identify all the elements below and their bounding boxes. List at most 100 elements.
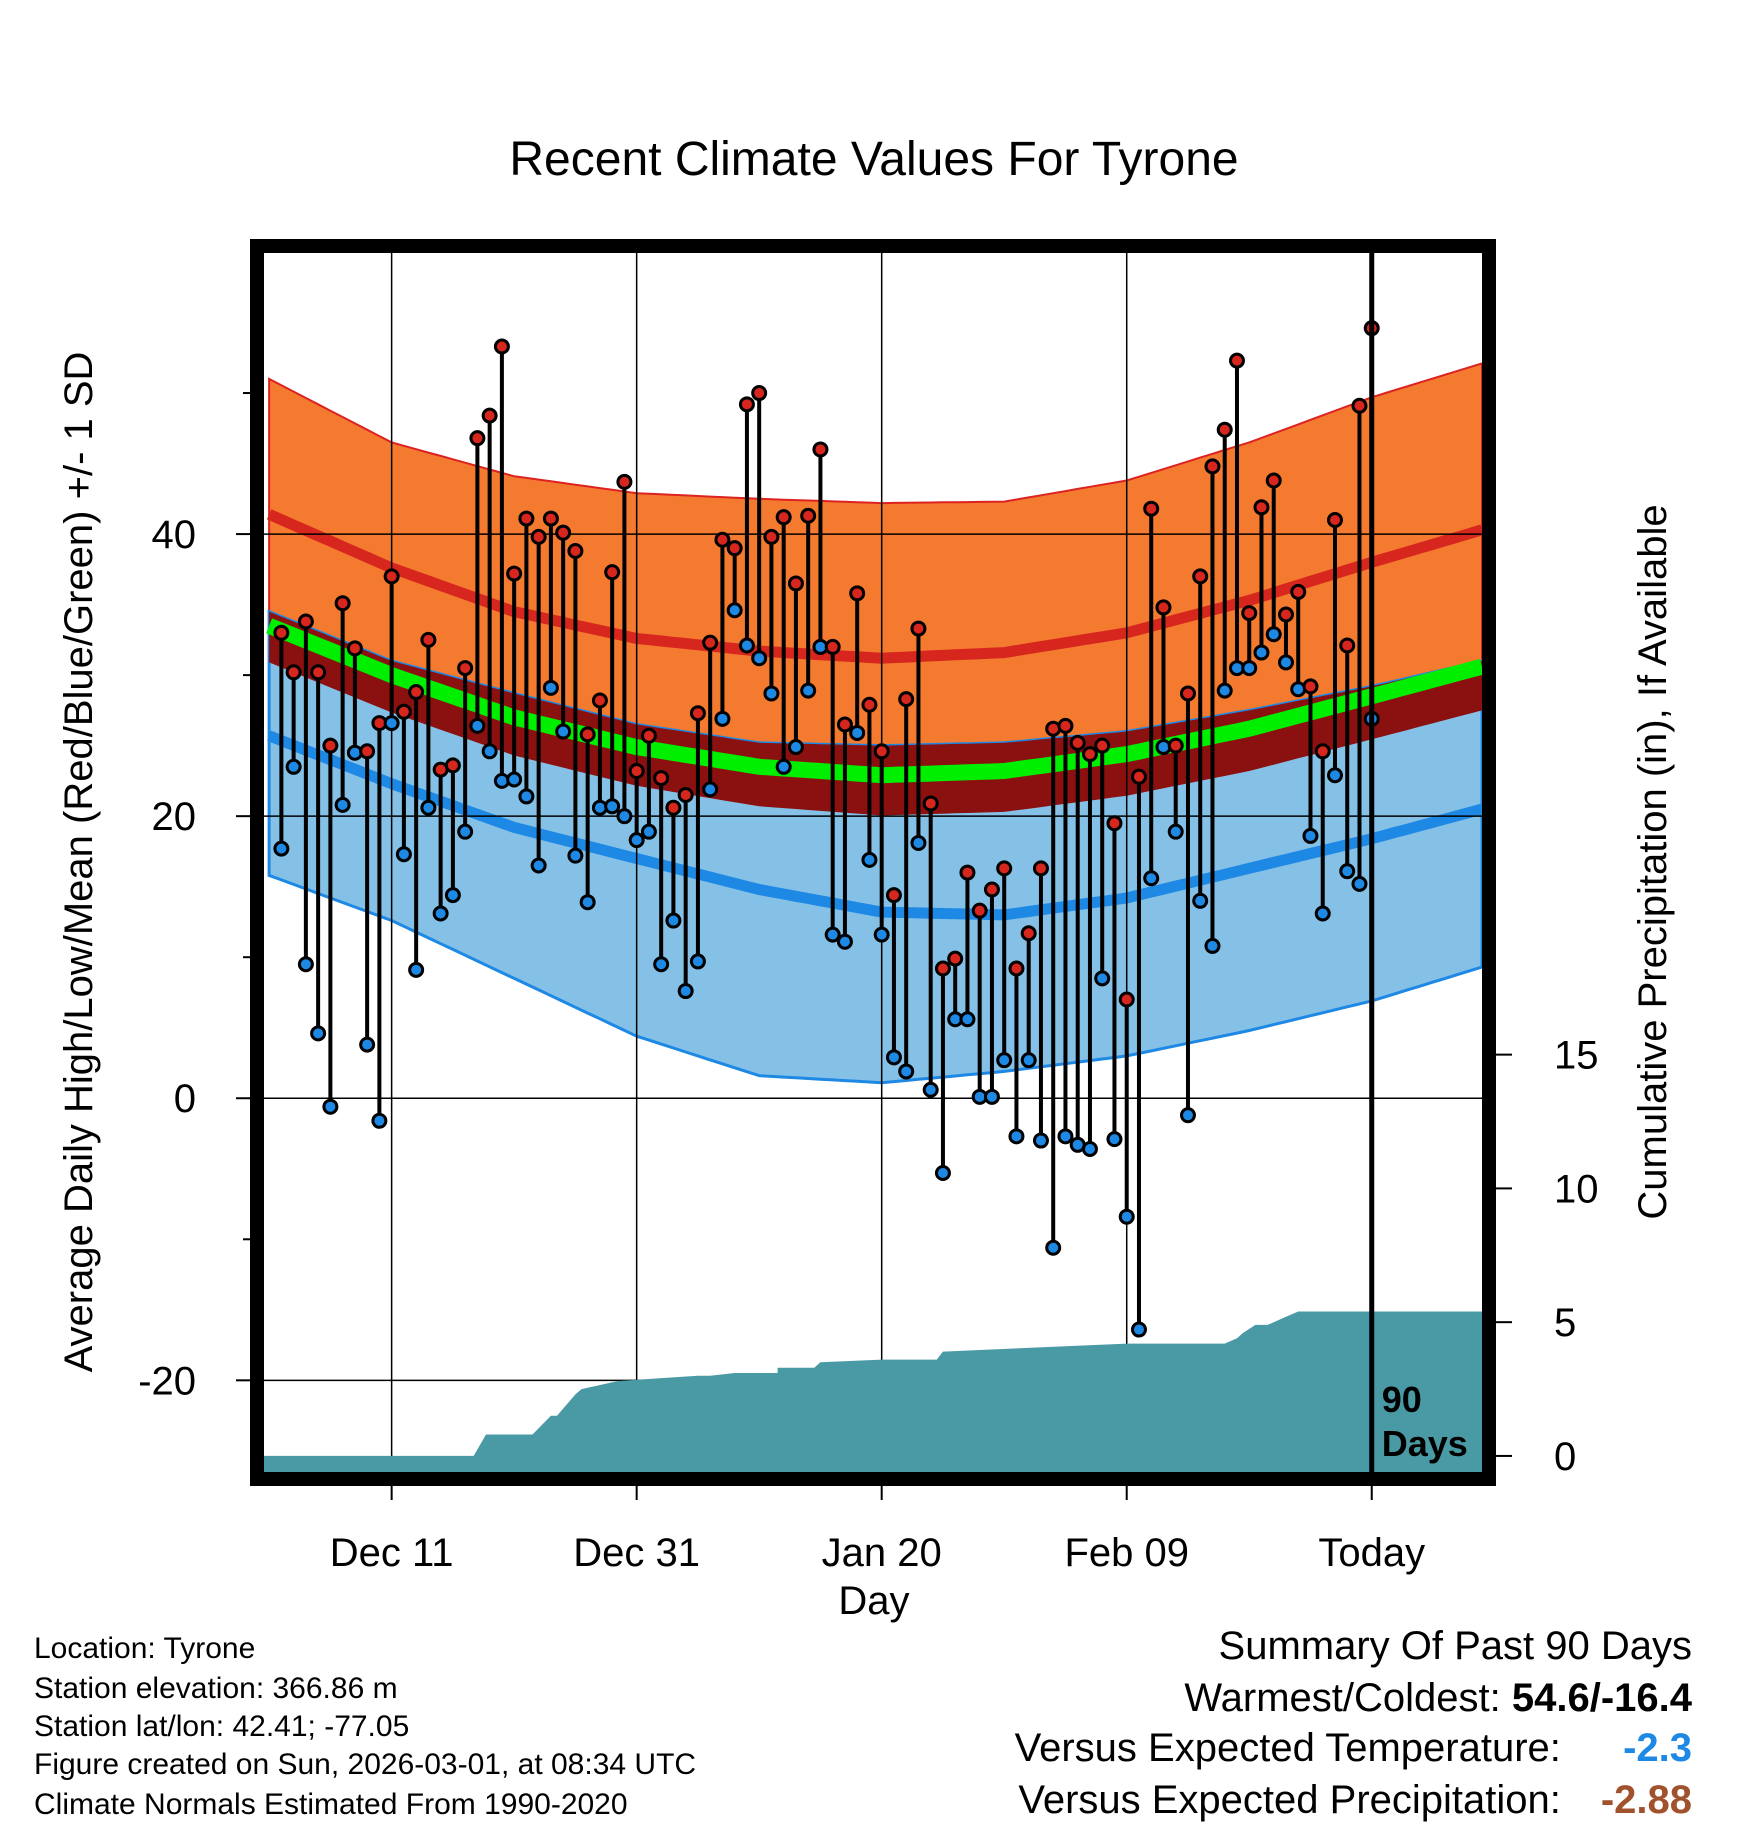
high-temp-point	[640, 727, 657, 744]
low-temp-point	[1339, 863, 1356, 880]
low-temp-point	[996, 1052, 1013, 1069]
low-temp-point	[1216, 682, 1233, 699]
low-temp-point	[665, 912, 682, 929]
high-temp-point	[1057, 717, 1074, 734]
y-tick-label: 0	[174, 1077, 196, 1121]
high-temp-point	[836, 716, 853, 733]
high-temp-point	[775, 509, 792, 526]
y2-tick-label: 15	[1554, 1034, 1599, 1078]
low-temp-point	[677, 983, 694, 1000]
low-temp-point	[1179, 1107, 1196, 1124]
high-temp-point	[824, 638, 841, 655]
low-temp-point	[432, 905, 449, 922]
high-temp-point	[273, 624, 290, 641]
low-temp-point	[567, 847, 584, 864]
low-temp-point	[898, 1063, 915, 1080]
footer-created: Figure created on Sun, 2026-03-01, at 08…	[34, 1748, 697, 1781]
low-temp-point	[714, 710, 731, 727]
high-temp-point	[849, 585, 866, 602]
low-temp-point	[726, 602, 743, 619]
summary-title: Summary Of Past 90 Days	[1218, 1624, 1692, 1668]
high-temp-point	[322, 737, 339, 754]
low-temp-point	[1277, 654, 1294, 671]
low-temp-point	[1265, 626, 1282, 643]
low-temp-point	[530, 857, 547, 874]
high-temp-point	[1081, 746, 1098, 763]
low-temp-point	[628, 832, 645, 849]
low-temp-point	[1020, 1052, 1037, 1069]
low-temp-point	[751, 650, 768, 667]
high-temp-point	[1008, 960, 1025, 977]
high-temp-point	[555, 524, 572, 541]
plot-frame	[250, 239, 1496, 1486]
summary-temp-label: Versus Expected Temperature:	[1014, 1726, 1561, 1770]
high-temp-point	[800, 507, 817, 524]
high-temp-point	[542, 510, 559, 527]
high-temp-point	[1167, 737, 1184, 754]
low-temp-point	[1167, 823, 1184, 840]
low-temp-point	[273, 840, 290, 857]
low-temp-point	[861, 851, 878, 868]
low-temp-point	[469, 717, 486, 734]
summary-precip-row: Versus Expected Precipitation: -2.88	[1018, 1780, 1692, 1820]
y2-tick-label: 5	[1554, 1301, 1576, 1345]
high-temp-point	[751, 385, 768, 402]
low-temp-point	[1106, 1131, 1123, 1148]
high-temp-point	[959, 864, 976, 881]
high-temp-point	[714, 531, 731, 548]
normal-high-line	[266, 509, 1482, 664]
footer-latlon: Station lat/lon: 42.41; -77.05	[34, 1710, 410, 1743]
high-temp-point	[653, 770, 670, 787]
low-temp-point	[1326, 767, 1343, 784]
low-temp-point	[640, 823, 657, 840]
low-temp-point	[1032, 1132, 1049, 1149]
summary-warmest-value: 54.6/-16.4	[1511, 1676, 1692, 1720]
low-temp-point	[983, 1088, 1000, 1105]
high-temp-point	[983, 881, 1000, 898]
low-temp-point	[1081, 1141, 1098, 1158]
high-temp-point	[297, 613, 314, 630]
low-temp-point	[420, 799, 437, 816]
low-temp-point	[1302, 827, 1319, 844]
low-temp-point	[910, 834, 927, 851]
high-temp-point	[1290, 583, 1307, 600]
low-temp-point	[604, 798, 621, 815]
high-temp-point	[1339, 637, 1356, 654]
high-temp-point	[1143, 500, 1160, 517]
high-temp-point	[665, 799, 682, 816]
y-tick-label: 40	[152, 513, 197, 557]
high-temp-point	[1277, 606, 1294, 623]
high-temp-point	[530, 528, 547, 545]
low-temp-point	[836, 933, 853, 950]
high-temp-point	[567, 543, 584, 560]
summary-precip-value: -2.88	[1600, 1778, 1692, 1822]
x-tick-label: Feb 09	[1064, 1531, 1189, 1575]
high-temp-point	[444, 757, 461, 774]
high-temp-point	[604, 564, 621, 581]
low-temp-point	[885, 1049, 902, 1066]
high-temp-point	[493, 338, 510, 355]
high-temp-point	[1094, 737, 1111, 754]
summary-warmest-label: Warmest/Coldest:	[1184, 1676, 1501, 1720]
high-temp-point	[947, 950, 964, 967]
low-temp-point	[1192, 892, 1209, 909]
footer-normals: Climate Normals Estimated From 1990-2020	[34, 1788, 628, 1821]
low-temp-point	[408, 961, 425, 978]
summary-temp-value: -2.3	[1623, 1726, 1692, 1770]
high-temp-point	[1179, 685, 1196, 702]
high-temp-point	[1302, 678, 1319, 695]
low-temp-point	[689, 953, 706, 970]
high-temp-point	[1069, 734, 1086, 751]
low-temp-point	[959, 1011, 976, 1028]
footer-elevation: Station elevation: 366.86 m	[34, 1672, 398, 1705]
normal-mean-line	[266, 618, 1482, 784]
high-temp-point	[1241, 605, 1258, 622]
high-temp-point	[1106, 815, 1123, 832]
low-temp-point	[787, 739, 804, 756]
high-temp-point	[677, 787, 694, 804]
low-temp-point	[395, 846, 412, 863]
low-temp-point	[383, 715, 400, 732]
high-temp-point	[579, 726, 596, 743]
low-temp-point	[824, 926, 841, 943]
